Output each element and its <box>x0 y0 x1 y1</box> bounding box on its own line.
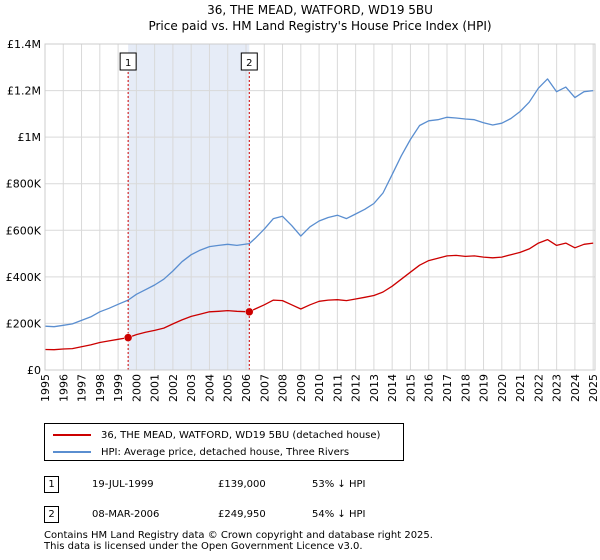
x-tick-label: 1999 <box>112 374 125 402</box>
x-tick-label: 2003 <box>185 374 198 402</box>
x-tick-label: 2023 <box>551 374 564 402</box>
transaction-price: £139,000 <box>218 479 266 490</box>
price-chart: 36, THE MEAD, WATFORD, WD19 5BU Price pa… <box>6 3 600 402</box>
y-tick-label: £800K <box>6 178 42 191</box>
legend-property-label: 36, THE MEAD, WATFORD, WD19 5BU (detache… <box>101 429 381 441</box>
x-tick-label: 2019 <box>478 374 491 402</box>
y-tick-label: £600K <box>6 224 42 237</box>
x-tick-label: 2022 <box>532 374 545 402</box>
x-tick-label: 1997 <box>76 374 89 402</box>
hpi-line <box>44 78 594 328</box>
x-tick-label: 2000 <box>130 374 143 402</box>
x-tick-label: 2021 <box>514 374 527 402</box>
table-row: 2 08-MAR-2006 £249,950 54% ↓ HPI <box>44 506 444 526</box>
legend-item-hpi: HPI: Average price, detached house, Thre… <box>53 443 349 461</box>
transaction-date: 19-JUL-1999 <box>92 479 154 490</box>
transaction-number-badge: 1 <box>44 476 59 493</box>
property-price-line <box>44 238 594 351</box>
property-line-swatch <box>53 434 91 436</box>
sale-point <box>245 307 254 317</box>
footer-line-licence: This data is licensed under the Open Gov… <box>44 541 363 552</box>
x-tick-label: 2016 <box>423 374 436 402</box>
x-tick-label: 2014 <box>386 374 399 402</box>
table-row: 1 19-JUL-1999 £139,000 53% ↓ HPI <box>44 476 444 496</box>
y-tick-label: £1.4M <box>7 38 41 51</box>
y-tick-label: £1M <box>18 131 42 144</box>
transaction-price: £249,950 <box>218 509 266 520</box>
x-tick-label: 2015 <box>404 374 417 402</box>
hpi-line-swatch <box>53 451 91 453</box>
x-tick-label: 2006 <box>240 374 253 402</box>
x-tick-label: 1995 <box>39 374 52 402</box>
legend: 36, THE MEAD, WATFORD, WD19 5BU (detache… <box>44 423 404 461</box>
sale-marker-box <box>240 52 258 71</box>
x-tick-label: 2005 <box>222 374 235 402</box>
transaction-hpi-diff: 54% ↓ HPI <box>312 509 366 520</box>
x-tick-label: 1998 <box>94 374 107 402</box>
x-tick-label: 2020 <box>496 374 509 402</box>
legend-hpi-label: HPI: Average price, detached house, Thre… <box>101 446 350 458</box>
ownership-period-band <box>128 44 250 370</box>
x-tick-label: 2025 <box>587 374 600 402</box>
transaction-hpi-diff: 53% ↓ HPI <box>312 479 366 490</box>
x-tick-label: 2002 <box>167 374 180 402</box>
transaction-date: 08-MAR-2006 <box>92 509 160 520</box>
x-tick-label: 2010 <box>313 374 326 402</box>
x-tick-label: 2009 <box>295 374 308 402</box>
x-tick-label: 2008 <box>277 374 290 402</box>
x-tick-label: 2024 <box>569 374 582 402</box>
plot-border <box>44 43 596 371</box>
x-tick-label: 2017 <box>441 374 454 402</box>
y-tick-label: £200K <box>6 317 42 330</box>
x-tick-label: 2012 <box>350 374 363 402</box>
x-tick-label: 2018 <box>459 374 472 402</box>
x-tick-label: 2011 <box>331 374 344 402</box>
attribution-footer: Contains HM Land Registry data © Crown c… <box>44 530 433 552</box>
legend-item-property: 36, THE MEAD, WATFORD, WD19 5BU (detache… <box>53 426 380 444</box>
chart-title: 36, THE MEAD, WATFORD, WD19 5BU <box>207 3 433 17</box>
transaction-number-badge: 2 <box>44 506 59 523</box>
y-tick-label: £1.2M <box>7 85 41 98</box>
x-tick-label: 2007 <box>258 374 271 402</box>
chart-subtitle: Price paid vs. HM Land Registry's House … <box>148 19 491 33</box>
x-tick-label: 2001 <box>149 374 162 402</box>
sale-marker-box <box>119 52 137 71</box>
x-tick-label: 2013 <box>368 374 381 402</box>
sale-marker-label: 2 <box>246 58 252 69</box>
sale-marker-label: 1 <box>125 58 131 69</box>
y-tick-label: £400K <box>6 271 42 284</box>
y-tick-label: £0 <box>27 364 41 377</box>
sale-point <box>123 333 133 342</box>
footer-line-copyright: Contains HM Land Registry data © Crown c… <box>44 530 433 541</box>
x-tick-label: 1996 <box>57 374 70 402</box>
x-tick-label: 2004 <box>203 374 216 402</box>
